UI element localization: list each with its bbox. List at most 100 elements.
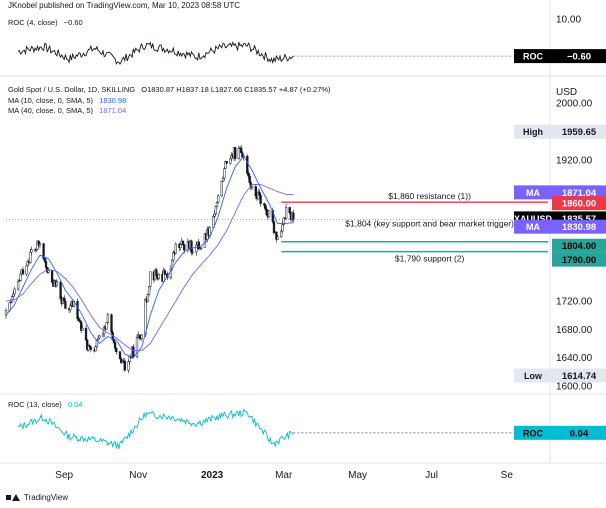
candle-body xyxy=(250,186,254,189)
candle-body xyxy=(200,247,203,249)
roc-top-tag-value-bg xyxy=(552,49,606,64)
price-axis-tick-label: 1720.00 xyxy=(556,297,593,308)
ma10-legend-value: 1830.98 xyxy=(99,96,127,105)
high-tag-name: High xyxy=(523,127,543,137)
candle-body xyxy=(106,314,110,323)
ma10-tag-value: 1830.98 xyxy=(562,222,596,233)
price-axis-tick-label: 1920.00 xyxy=(556,155,593,166)
candle-body xyxy=(30,249,33,253)
high-tag-value: 1959.65 xyxy=(562,127,597,138)
ma40-legend-params: (40, close, 0, SMA, 5) xyxy=(20,106,94,115)
candle-body xyxy=(157,273,160,280)
candle-body xyxy=(19,273,22,281)
ma10-line xyxy=(5,155,294,359)
support-1790-tag-value: 1790.00 xyxy=(562,255,596,266)
candle-body xyxy=(174,243,177,254)
candle-body xyxy=(127,361,130,371)
candle-body xyxy=(86,339,89,351)
candle-body xyxy=(29,251,32,263)
candle-body xyxy=(16,281,20,290)
time-axis-tick-label: May xyxy=(348,470,367,481)
high-tag-value-bg xyxy=(552,124,606,139)
roc-bottom-tag-name: ROC xyxy=(523,428,544,438)
roc-top-axis-tick-label: 10.00 xyxy=(556,15,581,26)
candle-body xyxy=(259,195,262,204)
candle-body xyxy=(225,161,228,164)
roc-bottom-tag: ROC 0.04 xyxy=(514,425,606,440)
candle-body xyxy=(282,217,285,225)
candle-body xyxy=(237,147,240,159)
candle-body xyxy=(275,231,278,240)
time-axis-tick-label: Se xyxy=(501,470,514,481)
candle-body xyxy=(288,207,291,214)
candle-body xyxy=(276,236,279,240)
candle-body xyxy=(248,175,251,183)
candle-body xyxy=(18,280,21,282)
level-label-support: $1,804 (key support and bear market trig… xyxy=(345,219,514,229)
candle-body xyxy=(190,240,193,253)
time-axis-tick-label: Nov xyxy=(129,470,147,481)
candle-body xyxy=(147,286,151,295)
ma10-tag-name: MA xyxy=(526,222,540,232)
roc-top-tag-name-bg xyxy=(514,49,552,64)
candle-body xyxy=(13,288,16,295)
ma40-legend-value: 1871.04 xyxy=(99,106,127,115)
candle-body xyxy=(42,243,45,259)
candle-body xyxy=(112,339,116,343)
candle-body xyxy=(224,161,227,170)
roc-top-legend: ROC (4, close) −0.60 xyxy=(8,18,83,27)
candle-body xyxy=(77,318,80,321)
price-axis-tick-label: 1640.00 xyxy=(556,353,593,364)
candle-body xyxy=(76,300,79,320)
candle-body xyxy=(281,224,284,232)
ma40-tag-name: MA xyxy=(526,188,540,198)
resistance-tag: 1860.00 xyxy=(552,196,606,211)
candle-body xyxy=(44,260,48,268)
roc-top-legend-value: −0.60 xyxy=(63,18,83,27)
candle-body xyxy=(220,181,223,197)
candle-body xyxy=(47,270,50,273)
candle-body xyxy=(172,252,175,261)
candle-body xyxy=(84,327,88,341)
candle-body xyxy=(265,208,268,216)
ma40-legend: MA (40, close, 0, SMA, 5) 1871.04 xyxy=(8,106,126,115)
candle-body xyxy=(292,212,295,220)
roc-bottom-tag-name-bg xyxy=(514,425,552,440)
roc-top-series-line xyxy=(17,41,294,65)
candle-body xyxy=(280,230,283,238)
candle-body xyxy=(214,206,217,215)
symbol-title: Gold Spot / U.S. Dollar, 1D, SKILLING xyxy=(8,85,136,94)
candle-body xyxy=(258,191,261,196)
candle-body xyxy=(155,269,158,276)
ma10-legend-label: MA xyxy=(8,96,19,105)
candle-body xyxy=(64,300,67,309)
candle-body xyxy=(223,168,226,179)
candle-body xyxy=(35,248,38,251)
candle-body xyxy=(272,221,276,234)
candle-body xyxy=(101,333,105,337)
candle-body xyxy=(163,270,166,275)
low-tag-value-bg xyxy=(552,368,606,383)
candle-body xyxy=(197,241,200,250)
time-axis-tick-label: Sep xyxy=(55,470,73,481)
candle-body xyxy=(198,248,202,250)
ma10-tag-value-bg xyxy=(552,219,606,234)
candle-body xyxy=(81,327,84,331)
time-axis-tick-label: Mar xyxy=(275,470,293,481)
price-axis-unit-label: USD xyxy=(556,87,577,98)
candle-body xyxy=(267,210,271,218)
candle-body xyxy=(215,202,219,207)
ma40-tag-name-bg xyxy=(514,185,552,200)
candle-body xyxy=(87,345,90,351)
roc-bottom-legend-label: ROC xyxy=(8,400,25,409)
candle-body xyxy=(263,203,266,206)
candle-body xyxy=(169,267,173,279)
candle-body xyxy=(8,302,11,311)
candle-body xyxy=(43,258,46,262)
candle-body xyxy=(271,210,274,222)
support-1790-tag-value-bg xyxy=(552,252,606,267)
candle-body xyxy=(179,244,182,248)
candle-body xyxy=(123,360,126,371)
candle-body xyxy=(37,240,40,246)
